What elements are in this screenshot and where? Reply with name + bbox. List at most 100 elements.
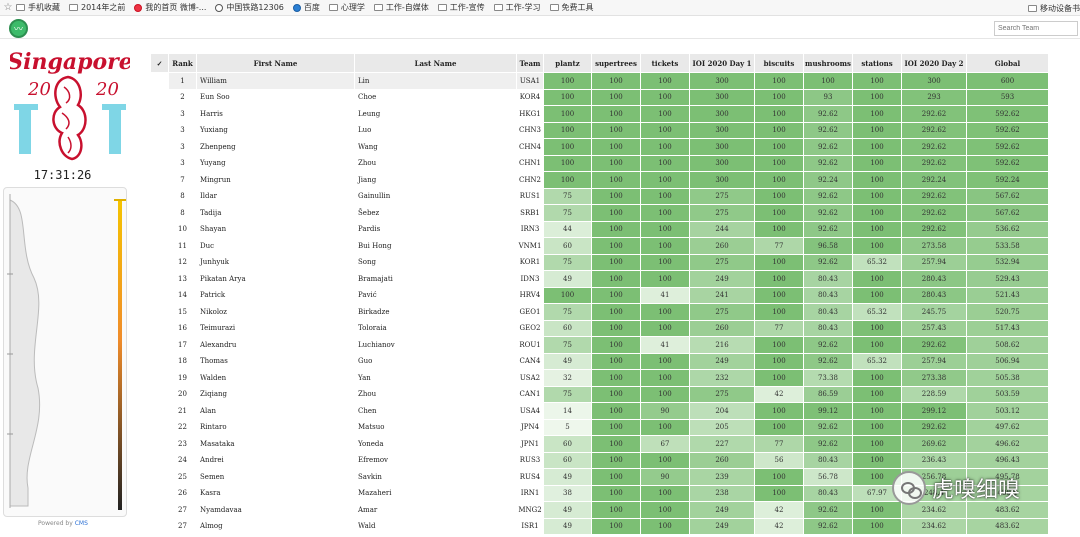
select-all-header[interactable]: ✓ bbox=[151, 54, 168, 72]
table-row[interactable]: 13 Pikatan Arya Bramajati IDN3 49 100 100 249 10… bbox=[151, 271, 1048, 287]
search-team-input[interactable] bbox=[994, 21, 1078, 36]
row-select-cell[interactable] bbox=[151, 106, 168, 122]
team-cell[interactable]: IDN3 bbox=[517, 271, 543, 287]
table-row[interactable]: 2 Eun Soo Choe KOR4 100 100 100 300 100 93 100 293 5… bbox=[151, 89, 1048, 106]
row-select-cell[interactable] bbox=[151, 288, 168, 304]
team-cell[interactable]: CHN2 bbox=[517, 172, 543, 188]
team-cell[interactable]: GEO1 bbox=[517, 304, 543, 320]
row-select-cell[interactable] bbox=[151, 123, 168, 139]
table-row[interactable]: 27 Almog Wald ISR1 49 100 100 249 42 92.62 100 234.… bbox=[151, 518, 1048, 534]
team-cell[interactable]: HRV4 bbox=[517, 287, 543, 303]
contest-timeline[interactable] bbox=[3, 187, 127, 517]
task-supertrees-header[interactable]: supertrees bbox=[592, 54, 640, 72]
row-select-cell[interactable] bbox=[151, 486, 168, 502]
team-cell[interactable]: HKG1 bbox=[517, 106, 543, 122]
row-select-cell[interactable] bbox=[151, 321, 168, 337]
bookmark-item[interactable]: 手机收藏 bbox=[16, 2, 60, 13]
row-select-cell[interactable] bbox=[151, 205, 168, 221]
star-icon[interactable]: ☆ bbox=[3, 2, 13, 13]
row-select-cell[interactable] bbox=[151, 403, 168, 419]
table-row[interactable]: 14 Patrick Pavić HRV4 100 100 41 241 100 80.43 100… bbox=[151, 287, 1048, 304]
team-cell[interactable]: IRN1 bbox=[517, 485, 543, 501]
team-cell[interactable]: USA4 bbox=[517, 403, 543, 419]
row-select-cell[interactable] bbox=[151, 436, 168, 452]
task-mushrooms-header[interactable]: mushrooms bbox=[804, 54, 852, 72]
first-name-header[interactable]: First Name bbox=[197, 54, 354, 72]
team-cell[interactable]: CAN4 bbox=[517, 353, 543, 369]
row-select-cell[interactable] bbox=[151, 156, 168, 172]
day1-total-header[interactable]: IOI 2020 Day 1 bbox=[690, 54, 754, 72]
table-row[interactable]: 17 Alexandru Luchianov ROU1 75 100 41 216 100 92.… bbox=[151, 337, 1048, 353]
team-cell[interactable]: USA1 bbox=[517, 73, 543, 89]
table-row[interactable]: 12 Junhyuk Song KOR1 75 100 100 275 100 92.62 65.3… bbox=[151, 254, 1048, 271]
row-select-cell[interactable] bbox=[151, 238, 168, 254]
row-select-cell[interactable] bbox=[151, 90, 168, 106]
row-select-cell[interactable] bbox=[151, 189, 168, 205]
team-cell[interactable]: SRB1 bbox=[517, 205, 543, 221]
team-cell[interactable]: KOR4 bbox=[517, 89, 543, 105]
team-cell[interactable]: IRN3 bbox=[517, 221, 543, 237]
table-row[interactable]: 25 Semen Savkin RUS4 49 100 90 239 100 56.78 100 25… bbox=[151, 469, 1048, 485]
team-cell[interactable]: CHN3 bbox=[517, 122, 543, 138]
global-total-header[interactable]: Global bbox=[967, 54, 1048, 72]
table-row[interactable]: 20 Ziqiang Zhou CAN1 75 100 100 275 42 86.59 100 22… bbox=[151, 386, 1048, 402]
bookmark-item[interactable]: 心理学 bbox=[328, 2, 365, 13]
live-status-icon[interactable]: 〰 bbox=[9, 19, 28, 38]
task-plantz-header[interactable]: plantz bbox=[544, 54, 591, 72]
team-cell[interactable]: USA2 bbox=[517, 370, 543, 386]
table-row[interactable]: 18 Thomas Guo CAN4 49 100 100 249 100 92.62 65.32 2… bbox=[151, 353, 1048, 370]
row-select-cell[interactable] bbox=[151, 304, 168, 320]
team-cell[interactable]: JPN1 bbox=[517, 436, 543, 452]
bookmark-item[interactable]: 免费工具 bbox=[549, 2, 594, 13]
row-select-cell[interactable] bbox=[151, 73, 168, 89]
table-row[interactable]: 11 Duc Bui Hong VNM1 60 100 100 260 77 96.58 100 27… bbox=[151, 238, 1048, 254]
team-cell[interactable]: RUS4 bbox=[517, 469, 543, 485]
table-row[interactable]: 22 Rintaro Matsuo JPN4 5 100 100 205 100 92.62 100… bbox=[151, 419, 1048, 436]
team-cell[interactable]: RUS3 bbox=[517, 452, 543, 468]
team-cell[interactable]: RUS1 bbox=[517, 188, 543, 204]
bookmark-item[interactable]: 2014年之前 bbox=[69, 2, 125, 13]
task-biscuits-header[interactable]: biscuits bbox=[755, 54, 803, 72]
table-row[interactable]: 1 William Lin USA1 100 100 100 300 100 100 100 300 6… bbox=[151, 73, 1048, 89]
row-select-cell[interactable] bbox=[151, 337, 168, 353]
row-select-cell[interactable] bbox=[151, 271, 168, 287]
bookmark-item[interactable]: 我的首页 微博-... bbox=[134, 2, 206, 13]
team-cell[interactable]: MNG2 bbox=[517, 502, 543, 518]
team-cell[interactable]: ROU1 bbox=[517, 337, 543, 353]
row-select-cell[interactable] bbox=[151, 370, 168, 386]
row-select-cell[interactable] bbox=[151, 139, 168, 155]
bookmark-item[interactable]: 中国铁路12306 bbox=[215, 2, 284, 13]
team-cell[interactable]: CHN4 bbox=[517, 139, 543, 155]
team-cell[interactable]: GEO2 bbox=[517, 320, 543, 336]
bookmark-item[interactable]: 工作-宣传 bbox=[437, 2, 485, 13]
table-row[interactable]: 27 Nyamdavaa Amar MNG2 49 100 100 249 42 92.62 100… bbox=[151, 502, 1048, 518]
team-header[interactable]: Team bbox=[517, 54, 543, 72]
table-row[interactable]: 24 Andrei Efremov RUS3 60 100 100 260 56 80.43 100… bbox=[151, 452, 1048, 469]
row-select-cell[interactable] bbox=[151, 420, 168, 436]
row-select-cell[interactable] bbox=[151, 172, 168, 188]
team-cell[interactable]: ISR1 bbox=[517, 518, 543, 534]
table-row[interactable]: 10 Shayan Pardis IRN3 44 100 100 244 100 92.62 100… bbox=[151, 221, 1048, 237]
team-cell[interactable]: JPN4 bbox=[517, 419, 543, 435]
team-cell[interactable]: CHN1 bbox=[517, 155, 543, 171]
team-cell[interactable]: KOR1 bbox=[517, 254, 543, 270]
team-cell[interactable]: CAN1 bbox=[517, 386, 543, 402]
table-row[interactable]: 26 Kasra Mazaheri IRN1 38 100 100 238 100 80.43 67… bbox=[151, 485, 1048, 502]
table-row[interactable]: 8 Tadija Šebez SRB1 75 100 100 275 100 92.62 100 29… bbox=[151, 205, 1048, 221]
rank-header[interactable]: Rank bbox=[169, 54, 196, 72]
bookmark-item[interactable]: 工作-学习 bbox=[493, 2, 541, 13]
table-row[interactable]: 3 Harris Leung HKG1 100 100 100 300 100 92.62 100 2… bbox=[151, 106, 1048, 122]
bookmark-item[interactable]: 工作-自媒体 bbox=[373, 2, 429, 13]
table-row[interactable]: 21 Alan Chen USA4 14 100 90 204 100 99.12 100 299.1… bbox=[151, 403, 1048, 419]
team-cell[interactable]: VNM1 bbox=[517, 238, 543, 254]
mobile-bookmarks[interactable]: 移动设备书 bbox=[1028, 0, 1080, 15]
table-row[interactable]: 16 Teimurazi Toloraia GEO2 60 100 100 260 77 80.4… bbox=[151, 320, 1048, 337]
task-stations-header[interactable]: stations bbox=[853, 54, 901, 72]
row-select-cell[interactable] bbox=[151, 255, 168, 271]
row-select-cell[interactable] bbox=[151, 502, 168, 518]
table-row[interactable]: 3 Yuyang Zhou CHN1 100 100 100 300 100 92.62 100 29… bbox=[151, 155, 1048, 172]
row-select-cell[interactable] bbox=[151, 354, 168, 370]
row-select-cell[interactable] bbox=[151, 453, 168, 469]
table-row[interactable]: 8 Ildar Gainullin RUS1 75 100 100 275 100 92.62 10… bbox=[151, 188, 1048, 205]
table-row[interactable]: 3 Zhenpeng Wang CHN4 100 100 100 300 100 92.62 100… bbox=[151, 139, 1048, 155]
